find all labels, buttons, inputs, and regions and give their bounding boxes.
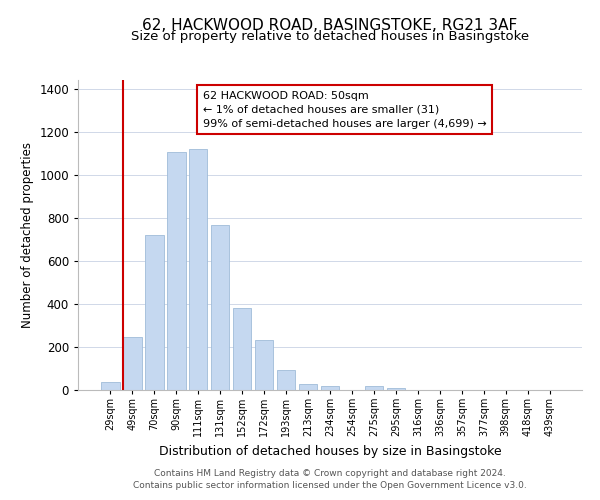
Y-axis label: Number of detached properties: Number of detached properties — [20, 142, 34, 328]
Bar — [277, 370, 295, 390]
X-axis label: Distribution of detached houses by size in Basingstoke: Distribution of detached houses by size … — [158, 445, 502, 458]
Bar — [167, 152, 185, 390]
Bar — [123, 338, 142, 390]
Bar — [145, 235, 164, 390]
Bar — [101, 382, 119, 390]
Text: 62 HACKWOOD ROAD: 50sqm
← 1% of detached houses are smaller (31)
99% of semi-det: 62 HACKWOOD ROAD: 50sqm ← 1% of detached… — [203, 91, 486, 129]
Bar — [320, 386, 340, 390]
Bar — [211, 226, 229, 390]
Bar — [233, 308, 251, 390]
Bar — [365, 386, 383, 390]
Bar — [255, 340, 274, 390]
Bar — [299, 384, 317, 390]
Text: Contains HM Land Registry data © Crown copyright and database right 2024.
Contai: Contains HM Land Registry data © Crown c… — [133, 468, 527, 490]
Bar — [386, 388, 405, 390]
Text: 62, HACKWOOD ROAD, BASINGSTOKE, RG21 3AF: 62, HACKWOOD ROAD, BASINGSTOKE, RG21 3AF — [142, 18, 518, 32]
Text: Size of property relative to detached houses in Basingstoke: Size of property relative to detached ho… — [131, 30, 529, 43]
Bar — [189, 149, 208, 390]
